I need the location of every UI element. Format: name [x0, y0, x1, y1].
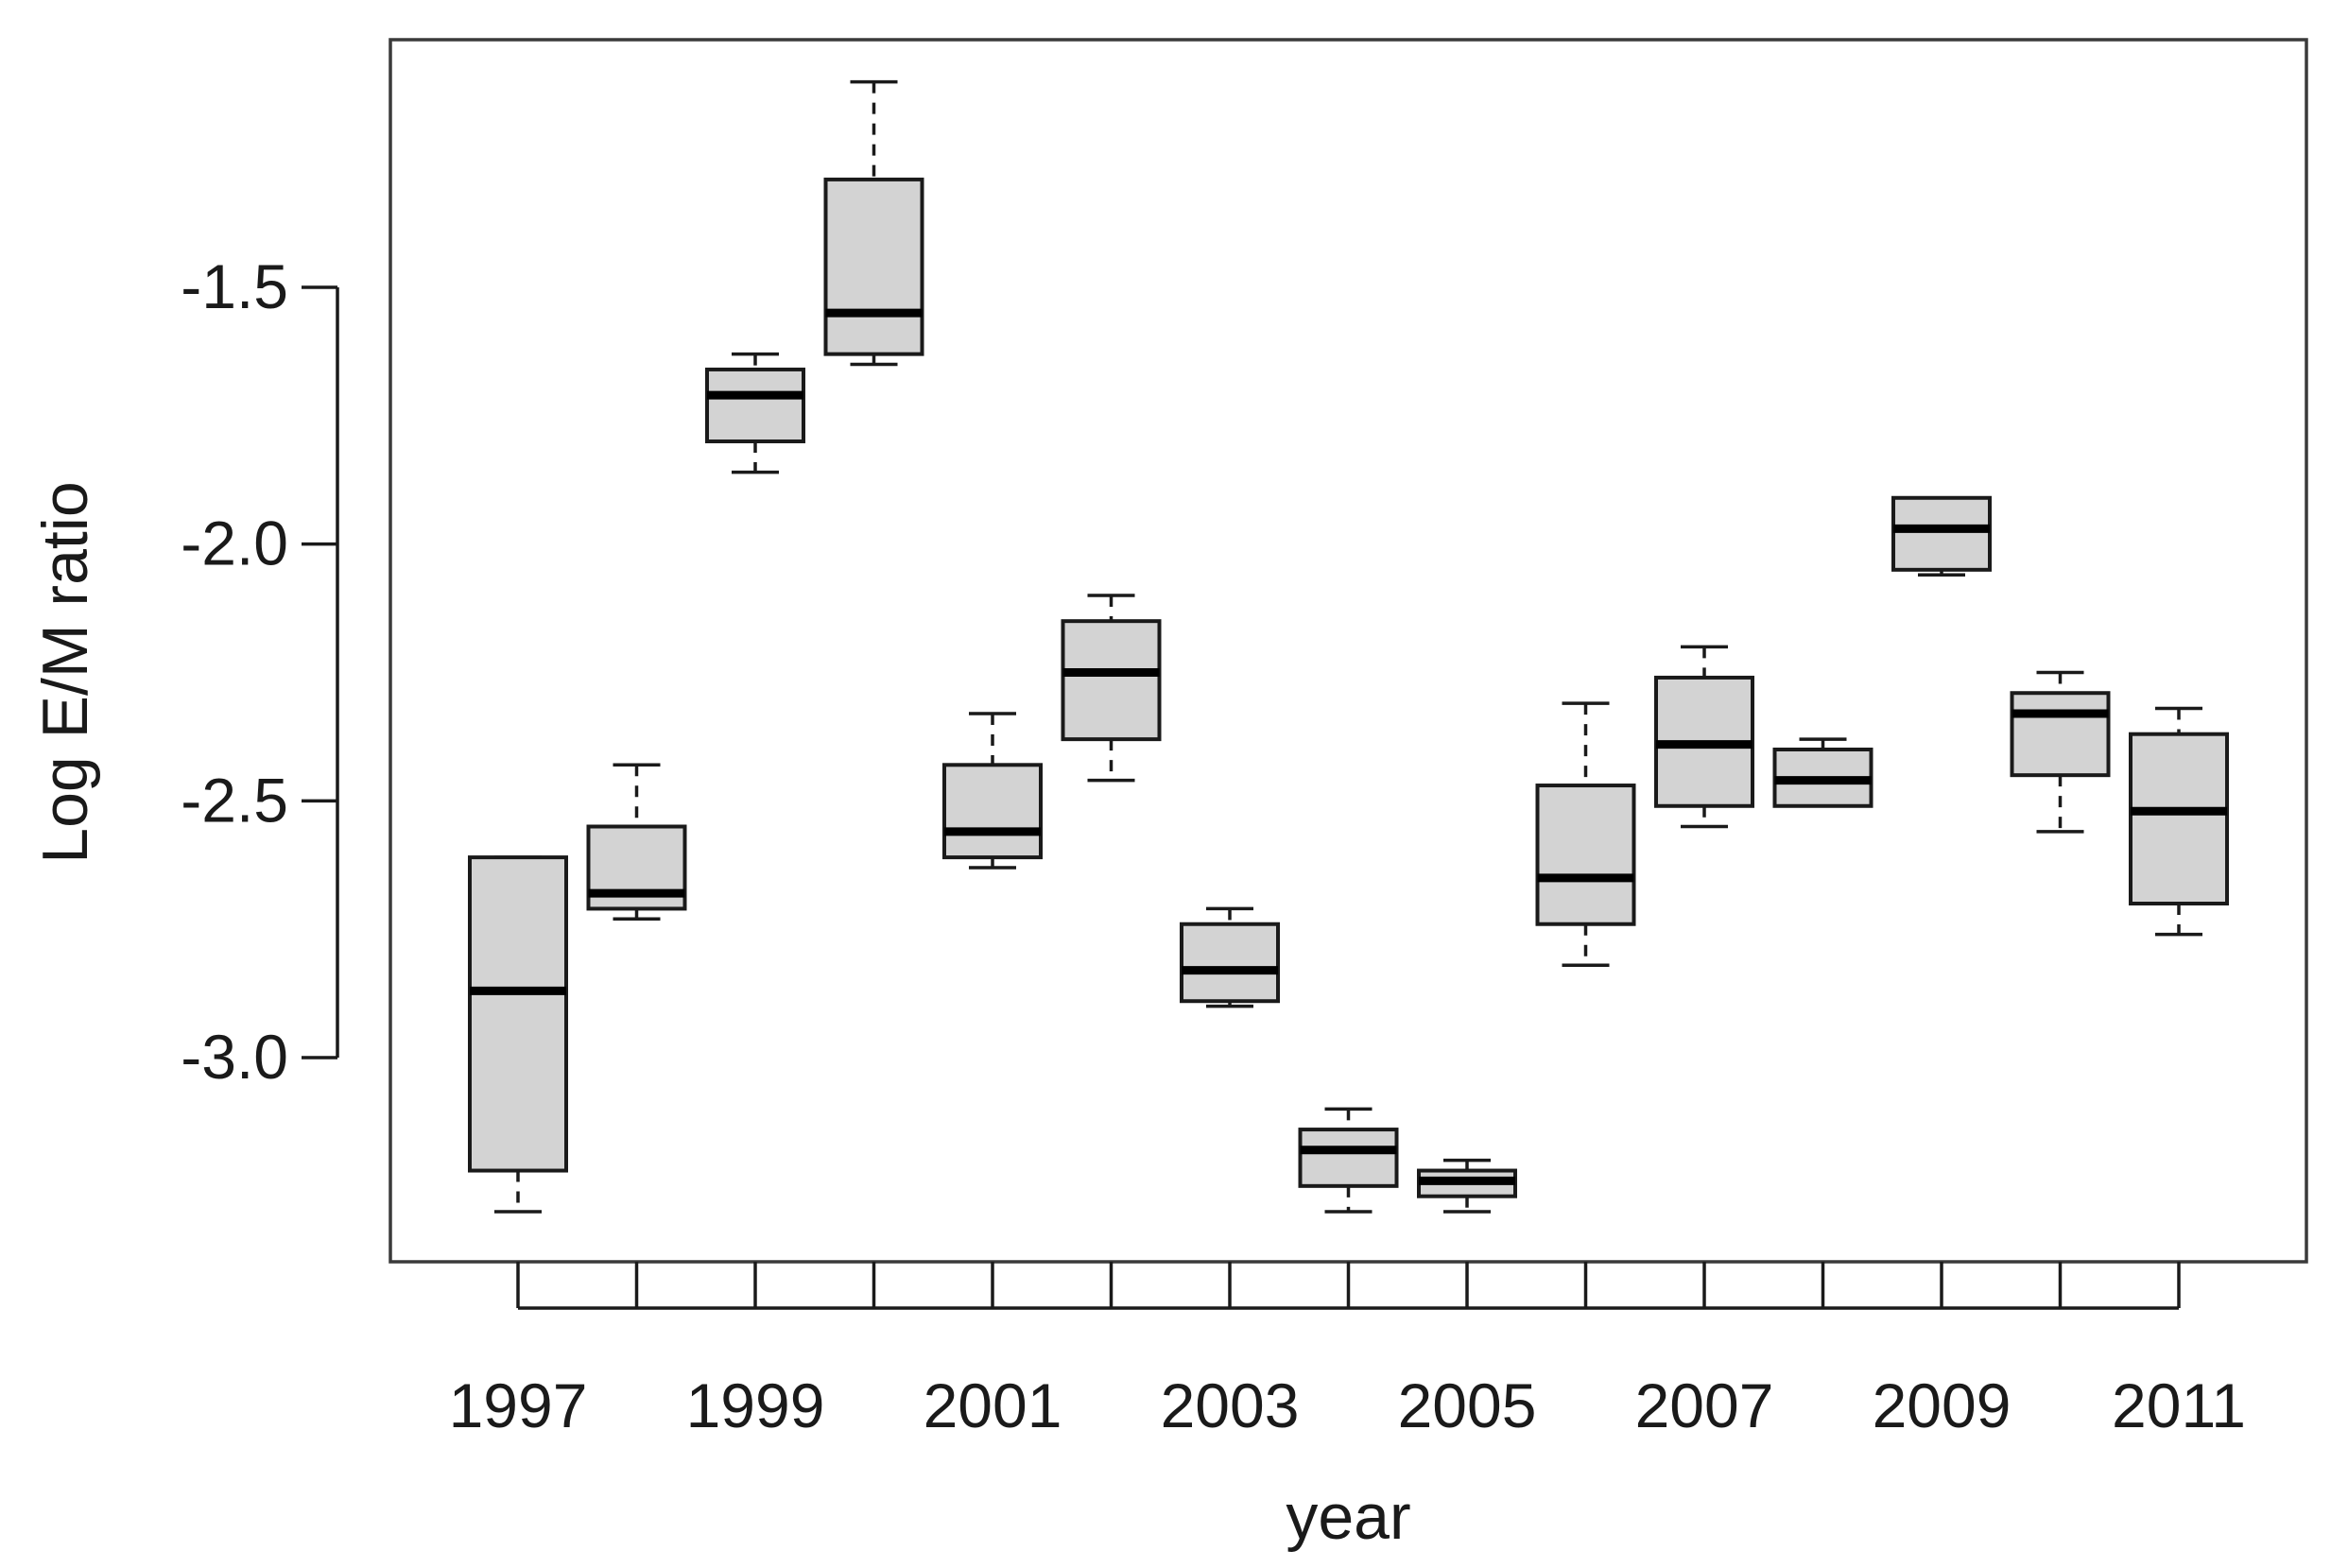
box-2000 [823, 79, 924, 367]
y-tick-label: -3.0 [181, 1022, 288, 1092]
box-iqr [2129, 732, 2229, 906]
box-2005 [1417, 1158, 1517, 1214]
box-2003 [1180, 906, 1280, 1008]
box-1999 [705, 352, 805, 474]
box-iqr [1061, 619, 1162, 742]
box-2001 [942, 712, 1043, 870]
box-2007 [1654, 645, 1754, 829]
y-tick-label: -1.5 [181, 251, 288, 321]
box-2002 [1061, 594, 1162, 783]
box-iqr [823, 177, 924, 356]
x-tick-label: 1997 [449, 1370, 588, 1440]
box-2008 [1772, 737, 1873, 808]
x-tick-label: 2003 [1161, 1370, 1300, 1440]
box-2010 [2010, 670, 2111, 834]
y-tick-label: -2.5 [181, 765, 288, 835]
boxes-group [468, 79, 2229, 1214]
y-axis: -3.0 -2.5 -2.0 -1.5 [181, 251, 339, 1092]
box-1997 [468, 855, 568, 1214]
x-tick-label: 2001 [924, 1370, 1062, 1440]
y-axis-title: Log E/M ratio [29, 481, 101, 863]
x-tick-label: 2011 [2112, 1370, 2246, 1440]
x-axis-title: year [1286, 1481, 1410, 1553]
x-tick-label: 2009 [1873, 1370, 2012, 1440]
x-tick-label: 2005 [1398, 1370, 1537, 1440]
box-iqr [1535, 784, 1636, 926]
box-iqr [705, 367, 805, 443]
box-iqr [1298, 1128, 1399, 1188]
box-2004 [1298, 1107, 1399, 1214]
y-tick-label: -2.0 [181, 508, 288, 578]
box-iqr [468, 855, 568, 1173]
box-2009 [1891, 495, 1992, 577]
plot-frame [388, 38, 2308, 1264]
box-2011 [2129, 706, 2229, 937]
x-tick-label: 2007 [1635, 1370, 1774, 1440]
box-iqr [1891, 495, 1992, 572]
box-iqr [942, 763, 1043, 860]
box-2006 [1535, 701, 1636, 967]
box-iqr [2010, 691, 2111, 778]
box-1998 [586, 763, 687, 922]
box-iqr [1180, 922, 1280, 1004]
x-tick-label: 1999 [686, 1370, 825, 1440]
x-axis: 1997 1999 2001 2003 2005 2007 2009 2011 [449, 1262, 2246, 1440]
